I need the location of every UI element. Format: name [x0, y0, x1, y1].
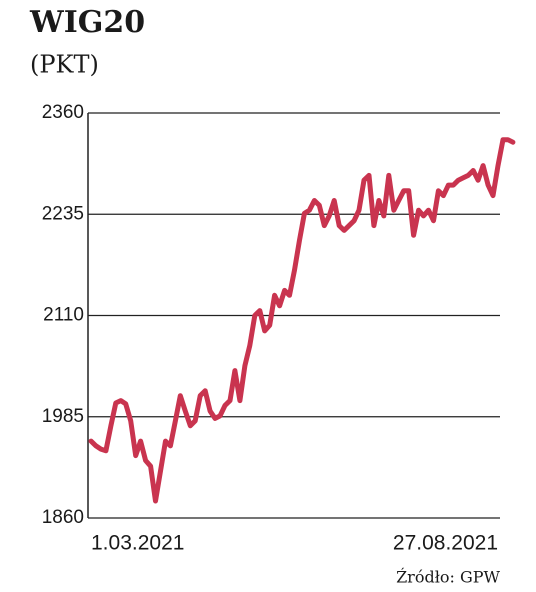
x-tick-label: 27.08.2021: [393, 532, 498, 555]
y-tick-label: 2110: [43, 305, 84, 326]
y-tick-label: 1985: [42, 406, 84, 427]
source: Źródło: GPW: [396, 567, 500, 587]
y-tick-label: 2360: [42, 102, 84, 123]
y-tick-label: 1860: [42, 507, 84, 528]
x-tick-label: 1.03.2021: [91, 532, 184, 555]
line-series: [88, 137, 516, 504]
chart-title: WIG20: [29, 5, 145, 40]
y-tick-label: 2235: [42, 203, 84, 224]
chart-subtitle: (PKT): [30, 51, 99, 79]
